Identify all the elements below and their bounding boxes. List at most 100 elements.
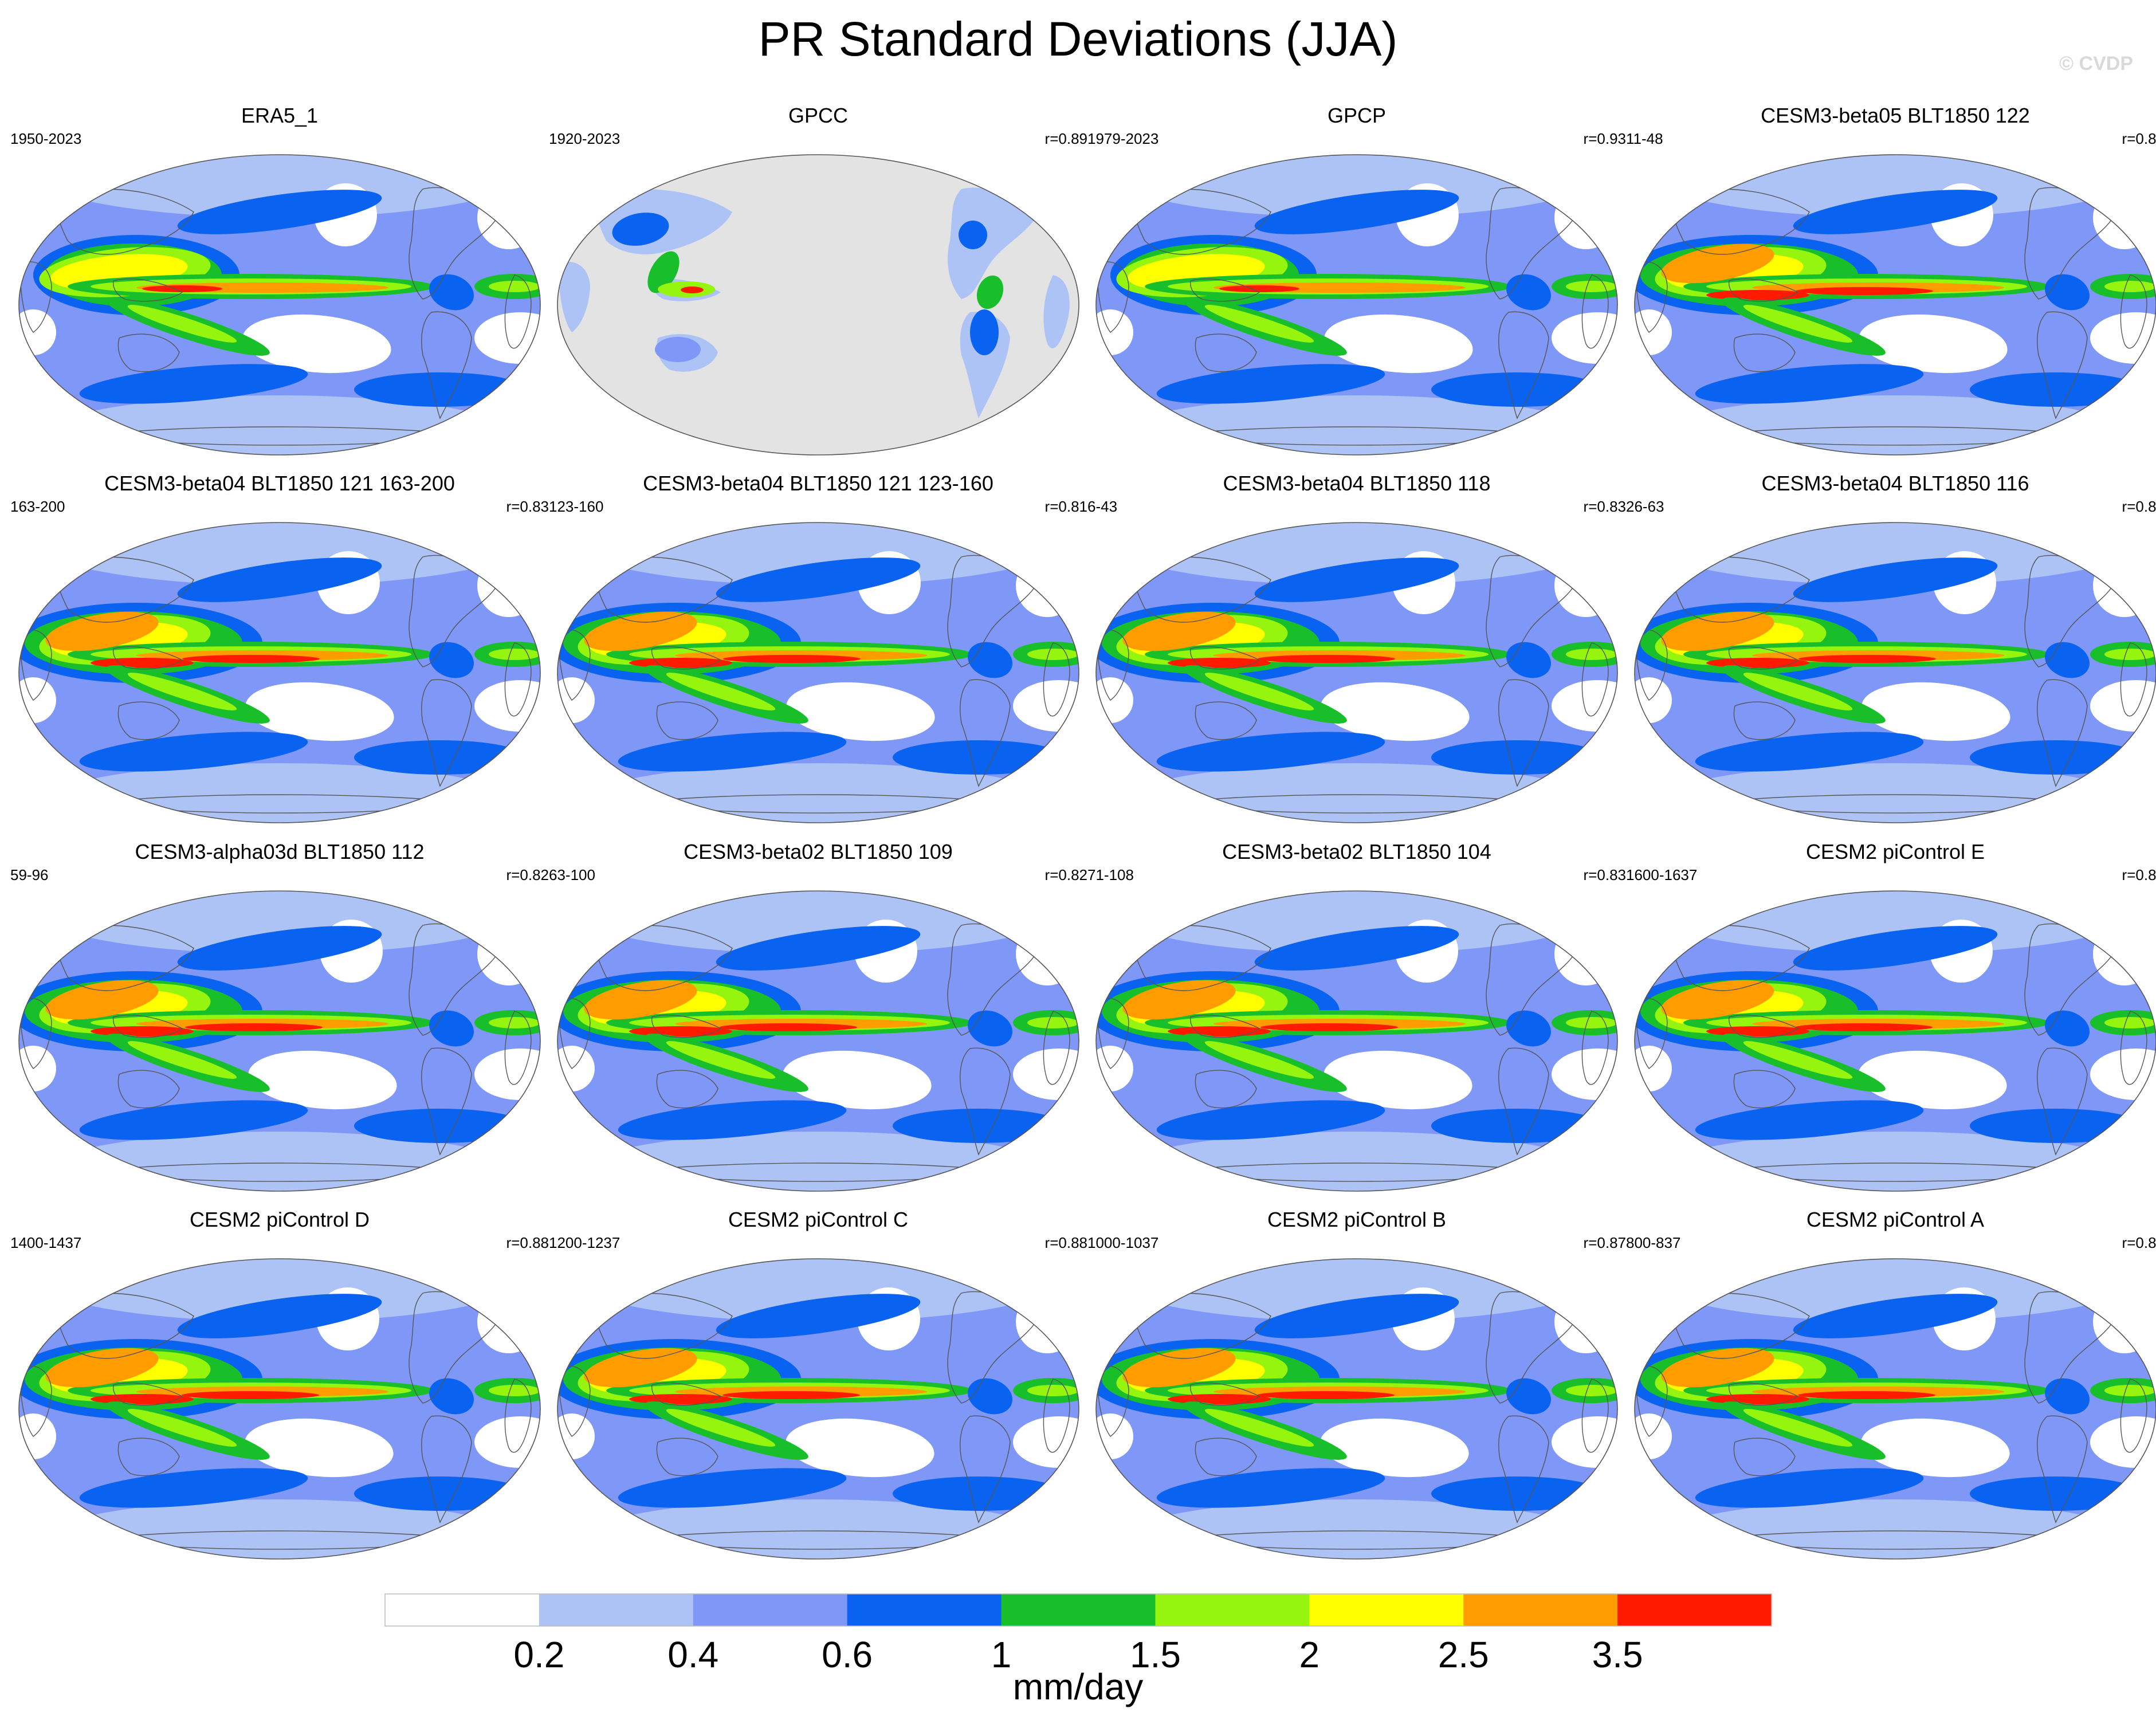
panel-title: CESM2 piControl A: [1806, 1208, 1985, 1231]
panel-years: 1400-1437: [10, 1234, 82, 1251]
south-pacific-dry-zone: [1859, 314, 2008, 374]
globe-map: [1095, 1258, 1618, 1560]
globe-outline: [1634, 890, 2156, 1192]
antarctic-low-variability: [1635, 763, 2156, 823]
north-pacific-storm-track: [716, 1294, 921, 1338]
itcz-peak: [1260, 1023, 1398, 1031]
north-atlantic-dry-zone: [2093, 554, 2156, 617]
coastline-asia: [55, 188, 194, 255]
coastline-americaS: [1498, 1047, 1549, 1156]
panel-title: GPCP: [1327, 104, 1387, 127]
coastline-maritime: [1728, 646, 1799, 670]
arctic-low-variability: [1635, 891, 2156, 954]
globe-outline: [1095, 1258, 1618, 1560]
itcz-peak: [1219, 285, 1299, 292]
precip-field: [19, 523, 540, 823]
coastline-asia: [55, 556, 194, 623]
north-atlantic-dry-zone: [2093, 186, 2156, 249]
itcz-peak: [185, 1023, 323, 1031]
atlantic-itcz-2mm: [1566, 1385, 1617, 1396]
coastline-americaS: [2037, 1415, 2088, 1523]
asian-monsoon-3p5mm: [1661, 611, 1774, 651]
south-atlantic-dry-zone: [474, 1416, 540, 1468]
south-pacific-dry-zone: [1321, 682, 1470, 741]
map-panel: CESM2 piControl D 1400-1437 r=0.88: [10, 1207, 549, 1562]
itcz-peak: [142, 285, 222, 292]
north-pacific-storm-track: [1793, 557, 1998, 602]
southern-storm-track: [1156, 364, 1385, 404]
south-pacific-dry-zone: [248, 1050, 397, 1110]
panel-years: 123-160: [549, 498, 604, 515]
coastline-asia: [1671, 556, 1810, 623]
north-atlantic-dry-zone: [1016, 922, 1079, 985]
coastline-australia: [1733, 1070, 1796, 1109]
south-atlantic-storm-track: [1970, 1109, 2142, 1143]
southern-storm-track: [1156, 1100, 1385, 1140]
south-pacific-dry-zone: [242, 314, 391, 374]
south-atlantic-dry-zone: [1552, 1416, 1617, 1468]
globe-outline: [18, 1258, 541, 1560]
south-atlantic-dry-zone: [1552, 312, 1617, 364]
arctic-low-variability: [1096, 1259, 1617, 1322]
coastline-americaS: [421, 1047, 472, 1156]
south-pacific-dry-zone: [783, 1050, 932, 1110]
spcz-2mm: [666, 673, 776, 710]
north-pacific-storm-track: [177, 557, 382, 602]
panel-title: CESM2 piControl E: [1805, 840, 1985, 863]
north-atlantic-dry-zone: [1016, 554, 1079, 617]
map-panel: CESM2 piControl E 1600-1637 r=0.88: [1626, 839, 2156, 1195]
coastline-americaS: [1498, 679, 1549, 787]
panel-years: 1920-2023: [549, 130, 621, 147]
globe-map: [18, 522, 541, 823]
spcz-2mm: [127, 673, 237, 710]
coastline-asia: [1671, 925, 1810, 991]
coastline-asia: [55, 925, 194, 991]
coastline-africaW: [19, 629, 52, 701]
south-pacific-dry-zone: [1861, 1418, 2010, 1478]
map-panel: CESM2 piControl A 800-837 r=0.88: [1626, 1207, 2156, 1562]
north-atlantic-dry-zone: [477, 554, 540, 617]
map-panel: CESM3-beta04 BLT1850 121 123-160 123-160 r…: [549, 471, 1087, 826]
panel-years: 26-63: [1626, 498, 1664, 515]
spcz-2mm: [1743, 673, 1853, 710]
precip-field: [557, 523, 1079, 823]
coastline-africaW: [558, 998, 591, 1069]
land-precip-north-america: [959, 221, 987, 249]
south-atlantic-dry-zone: [474, 680, 540, 732]
page-title: PR Standard Deviations (JJA): [758, 12, 1398, 66]
north-atlantic-dry-zone: [2093, 1290, 2156, 1353]
coastline-africaW: [1635, 1365, 1668, 1437]
globe-outline: [557, 522, 1079, 823]
spcz-2mm: [666, 1041, 776, 1079]
south-pacific-dry-zone: [1858, 1050, 2007, 1110]
panel-years: 6-43: [1087, 498, 1118, 515]
atlantic-itcz-2mm: [1566, 649, 1617, 660]
coastline-africaW: [19, 261, 52, 333]
arctic-low-variability: [1635, 155, 2156, 218]
southern-storm-track: [79, 364, 308, 404]
coastline-africaW: [1097, 998, 1129, 1069]
coastline-australia: [656, 1070, 718, 1109]
antarctic-low-variability: [1096, 763, 1617, 823]
coastline-maritime: [1728, 1015, 1799, 1038]
antarctic-low-variability: [1096, 1132, 1617, 1191]
globe-map: [1634, 154, 2156, 455]
coastline-africa: [1581, 642, 1609, 717]
globe-map: [1095, 154, 1618, 455]
precip-field: [1096, 155, 1617, 455]
coastline-maritime: [1189, 278, 1260, 302]
coastline-africa: [2120, 642, 2147, 717]
asian-monsoon-3p5mm: [1661, 980, 1774, 1020]
land-americaN: [948, 187, 1036, 299]
coastline-africa: [1043, 1379, 1070, 1453]
panel-correlation: r=0.82: [1044, 866, 1087, 883]
coastline-asia: [1132, 1293, 1271, 1359]
north-atlantic-dry-zone: [1016, 1290, 1079, 1353]
asian-monsoon-3p5mm: [584, 611, 697, 651]
atlantic-itcz-2mm: [489, 649, 540, 660]
precip-field: [1635, 1259, 2156, 1559]
coastline-maritime: [1189, 1015, 1260, 1038]
arctic-low-variability: [19, 155, 540, 218]
globe-outline: [18, 890, 541, 1192]
